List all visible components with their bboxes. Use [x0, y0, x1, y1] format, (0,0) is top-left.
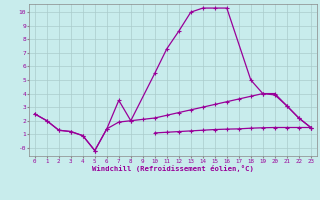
- X-axis label: Windchill (Refroidissement éolien,°C): Windchill (Refroidissement éolien,°C): [92, 165, 254, 172]
